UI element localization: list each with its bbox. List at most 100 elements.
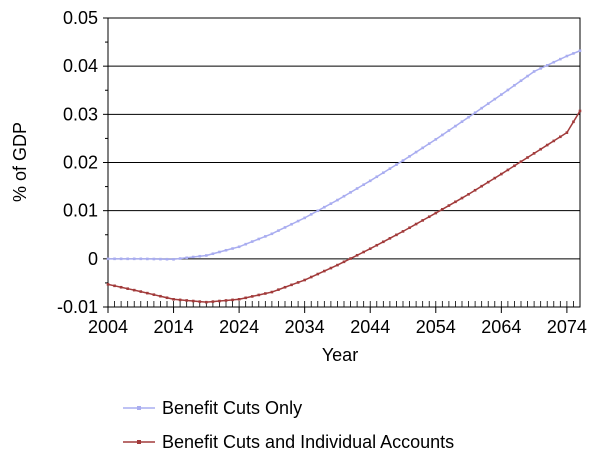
data-point: [316, 209, 320, 213]
data-point: [257, 237, 261, 241]
data-point: [552, 139, 556, 143]
data-point: [349, 257, 352, 260]
data-point: [368, 179, 372, 183]
data-point: [106, 257, 110, 261]
data-point: [119, 285, 123, 289]
data-point: [460, 120, 464, 123]
y-axis: -0.01 0 0.01 0.02 0.03 0.04 0.05: [57, 8, 108, 317]
data-point: [126, 257, 129, 261]
data-point: [198, 300, 202, 303]
data-point: [526, 74, 529, 78]
x-tick-label: 2054: [416, 317, 456, 337]
data-point: [152, 293, 156, 296]
data-point: [283, 226, 287, 229]
data-point: [296, 281, 300, 284]
data-point: [342, 260, 346, 264]
data-point: [250, 295, 254, 298]
data-point: [132, 288, 136, 292]
data-point: [539, 147, 542, 151]
data-point: [559, 57, 562, 61]
data-point: [178, 298, 182, 302]
data-point: [191, 255, 195, 259]
data-point: [467, 192, 470, 196]
data-point: [375, 175, 379, 179]
data-point: [513, 84, 516, 87]
data-point: [244, 296, 247, 300]
data-point: [519, 79, 523, 83]
data-point: [159, 257, 162, 261]
data-point: [126, 287, 129, 290]
y-tick-label: 0: [88, 249, 98, 269]
data-point: [172, 297, 175, 301]
data-point: [473, 188, 477, 192]
data-point: [480, 184, 483, 188]
data-point: [106, 283, 110, 286]
data-point: [421, 219, 424, 222]
data-point: [427, 142, 431, 145]
data-point: [264, 235, 267, 238]
data-point: [211, 300, 215, 303]
x-tick-label: 2064: [481, 317, 521, 337]
legend-label: Benefit Cuts and Individual Accounts: [162, 432, 454, 452]
legend: Benefit Cuts Only Benefit Cuts and Indiv…: [123, 398, 454, 452]
data-point: [414, 222, 418, 226]
data-point: [480, 106, 483, 110]
data-point: [191, 299, 195, 303]
data-point: [316, 272, 320, 276]
data-point: [296, 219, 300, 223]
data-point: [329, 202, 333, 205]
data-point: [401, 230, 405, 233]
x-tick-label: 2074: [547, 317, 587, 337]
data-point: [152, 257, 156, 261]
series-benefit-cuts-and-individual-accounts: [106, 109, 582, 304]
data-point: [231, 247, 234, 250]
data-point: [198, 254, 202, 258]
y-tick-label: -0.01: [57, 297, 98, 317]
data-point: [244, 242, 247, 246]
legend-item-benefit-cuts-only: Benefit Cuts Only: [123, 398, 302, 418]
data-point: [237, 245, 241, 249]
data-point: [388, 237, 392, 240]
data-point: [395, 163, 398, 166]
legend-label: Benefit Cuts Only: [162, 398, 302, 418]
data-point: [565, 54, 569, 58]
data-point: [401, 159, 405, 162]
data-point: [388, 167, 392, 170]
series-layer: [106, 49, 582, 304]
data-point: [454, 124, 457, 128]
data-point: [408, 226, 411, 230]
data-point: [290, 283, 293, 287]
data-point: [250, 240, 254, 243]
data-point: [382, 240, 385, 244]
data-point: [277, 288, 280, 291]
data-point: [486, 102, 490, 105]
data-point: [414, 150, 418, 154]
data-point: [264, 292, 267, 295]
data-point: [309, 213, 313, 216]
x-tick-label: 2014: [154, 317, 194, 337]
data-point: [500, 93, 503, 96]
data-point: [408, 155, 411, 158]
data-point: [119, 257, 123, 261]
data-point: [545, 143, 549, 147]
data-point: [205, 254, 208, 257]
data-point: [283, 285, 287, 289]
data-point: [185, 256, 188, 260]
data-point: [159, 294, 162, 298]
data-point: [336, 263, 339, 267]
data-point: [447, 129, 451, 132]
data-point: [309, 275, 313, 279]
data-point: [139, 257, 143, 261]
data-point: [237, 297, 241, 301]
data-point: [336, 198, 339, 202]
data-point: [382, 171, 385, 175]
data-point: [224, 299, 228, 302]
data-point: [486, 180, 490, 184]
data-point: [506, 168, 510, 172]
x-tick-label: 2004: [88, 317, 128, 337]
data-point: [506, 88, 510, 92]
data-point: [513, 164, 516, 168]
data-point: [355, 253, 359, 257]
legend-item-benefit-cuts-and-individual-accounts: Benefit Cuts and Individual Accounts: [123, 432, 454, 452]
